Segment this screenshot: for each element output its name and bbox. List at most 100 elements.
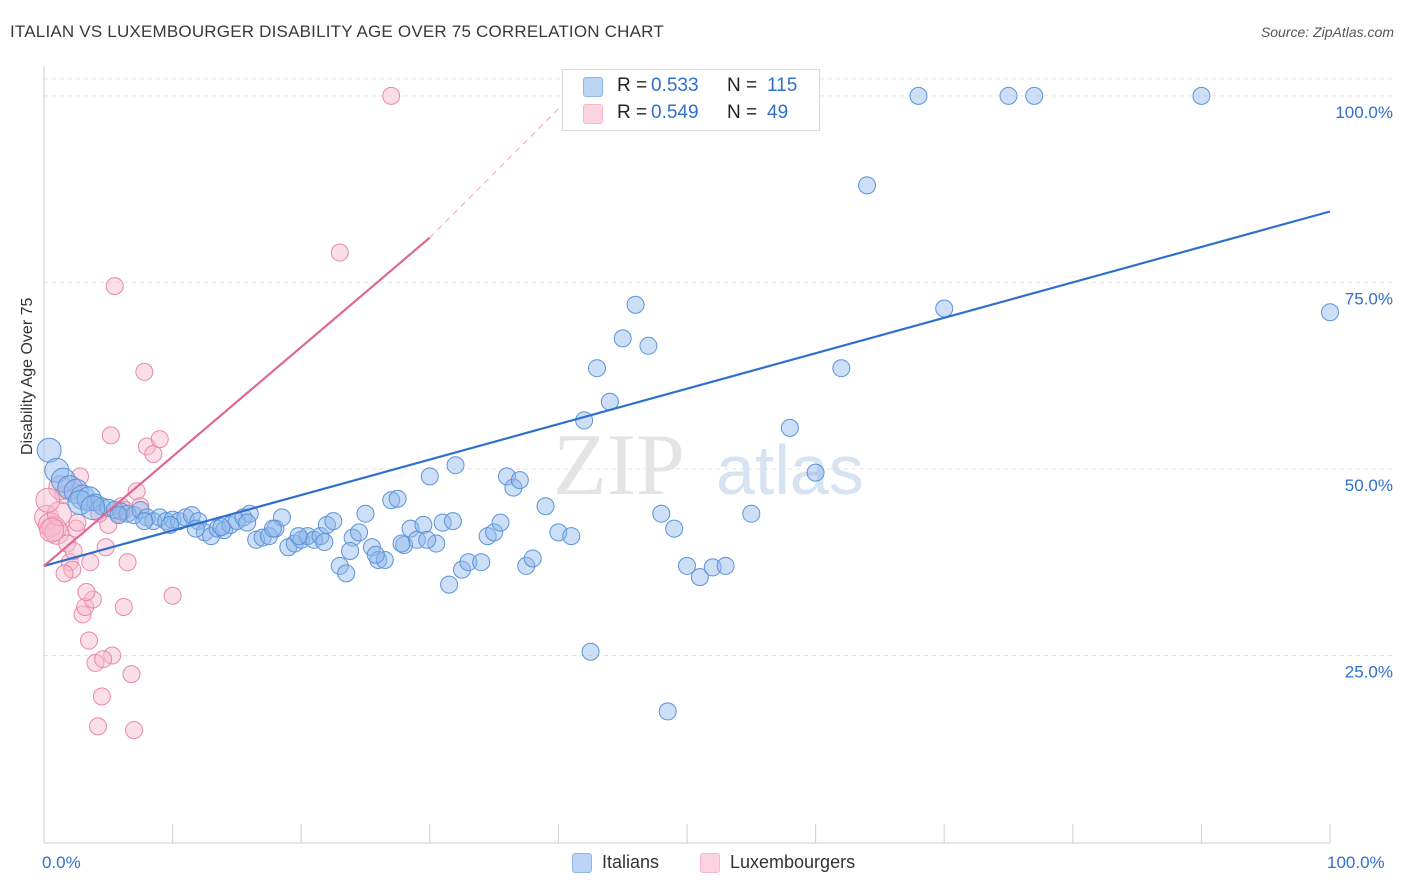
italians-legend-label: Italians [602,852,660,872]
data-point-italians [418,530,437,549]
data-point-italians [459,553,478,572]
data-point-luxembourgers [92,687,111,706]
data-point-italians [690,568,709,587]
legend-r-value: 0.533 [651,75,699,96]
data-point-italians [80,495,106,521]
data-point-italians [414,515,433,534]
chart-title: ITALIAN VS LUXEMBOURGER DISABILITY AGE O… [10,22,664,41]
italians-points [36,86,1339,721]
data-point-luxembourgers [77,583,96,602]
data-point-italians [1321,303,1339,322]
data-point-italians [452,560,471,579]
italians-legend-swatch [572,853,592,873]
data-point-luxembourgers [105,277,124,296]
x-tick-label-max: 100.0% [1327,853,1385,872]
y-tick-label-75: 75.0% [1345,289,1393,308]
trend-line-italians [43,210,1331,567]
data-point-italians [407,530,426,549]
data-point-italians [472,553,491,572]
data-point-luxembourgers [89,717,108,736]
data-point-italians [420,467,439,486]
data-point-italians [109,506,128,525]
data-point-italians [678,556,696,575]
legend-r-label: R = [617,75,648,96]
data-point-italians [67,490,93,515]
data-point-luxembourgers [76,597,95,616]
data-point-italians [626,295,645,314]
data-point-italians [703,558,722,577]
data-point-italians [135,512,154,531]
data-point-luxembourgers [58,534,77,553]
data-point-italians [652,504,671,523]
legend-r-value: 0.549 [651,102,699,123]
data-point-luxembourgers [67,519,86,538]
watermark-zip: ZIP [553,417,685,514]
data-point-luxembourgers [35,487,61,513]
data-point-luxembourgers [330,243,349,262]
data-point-italians [1192,86,1211,105]
data-point-italians [909,86,928,105]
y-tick-label-100: 100.0% [1335,103,1393,122]
data-point-italians [581,642,600,661]
data-point-luxembourgers [103,646,122,665]
luxembourgers-legend-label: Luxembourgers [730,852,856,872]
legend-n-label: N = [727,102,758,123]
data-point-italians [263,519,282,538]
data-point-italians [1025,86,1044,105]
luxembourgers-swatch [583,104,603,124]
data-point-italians [382,491,401,510]
data-point-luxembourgers [127,482,146,501]
data-point-luxembourgers [150,430,169,449]
data-point-luxembourgers [55,564,74,583]
data-point-italians [337,564,356,583]
y-axis-label: Disability Age Over 75 [19,297,36,455]
data-point-italians [50,467,76,493]
data-point-italians [780,418,799,437]
data-point-italians [315,533,334,552]
data-point-luxembourgers [118,553,137,572]
data-point-italians [485,523,504,542]
data-point-italians [658,702,677,721]
data-point-italians [350,523,369,542]
data-point-italians [510,471,529,490]
data-point-italians [742,504,761,523]
data-point-luxembourgers [101,426,120,445]
data-point-italians [369,550,388,569]
data-point-italians [36,437,62,463]
data-point-italians [806,463,825,482]
watermark-atlas: atlas [716,431,864,509]
data-point-italians [375,550,394,569]
data-point-italians [536,497,555,516]
data-point-luxembourgers [163,586,182,605]
data-point-italians [440,575,459,594]
legend-n-value: 115 [767,75,798,96]
data-point-italians [491,513,510,532]
luxembourgers-legend-swatch [700,853,720,873]
data-point-italians [212,518,231,537]
data-point-italians [392,534,411,553]
data-point-luxembourgers [73,605,92,624]
data-point-luxembourgers [81,553,100,572]
italians-swatch [583,77,603,97]
data-point-luxembourgers [80,631,99,650]
data-point-italians [999,86,1018,105]
data-point-italians [587,359,606,378]
data-point-italians [665,519,684,538]
data-point-italians [366,545,385,564]
data-point-italians [289,527,308,546]
data-point-luxembourgers [114,597,133,616]
data-point-luxembourgers [135,362,154,381]
data-point-italians [427,534,446,553]
data-point-italians [443,512,462,531]
data-point-italians [517,556,536,575]
legend-r-label: R = [617,102,648,123]
data-point-luxembourgers [382,86,401,105]
data-point-italians [238,513,257,532]
data-point-luxembourgers [122,665,141,684]
source-credit: Source: ZipAtlas.com [1260,24,1394,40]
data-point-italians [446,456,465,475]
y-tick-label-50: 50.0% [1345,476,1393,495]
data-point-italians [716,556,735,575]
data-point-italians [562,527,581,546]
